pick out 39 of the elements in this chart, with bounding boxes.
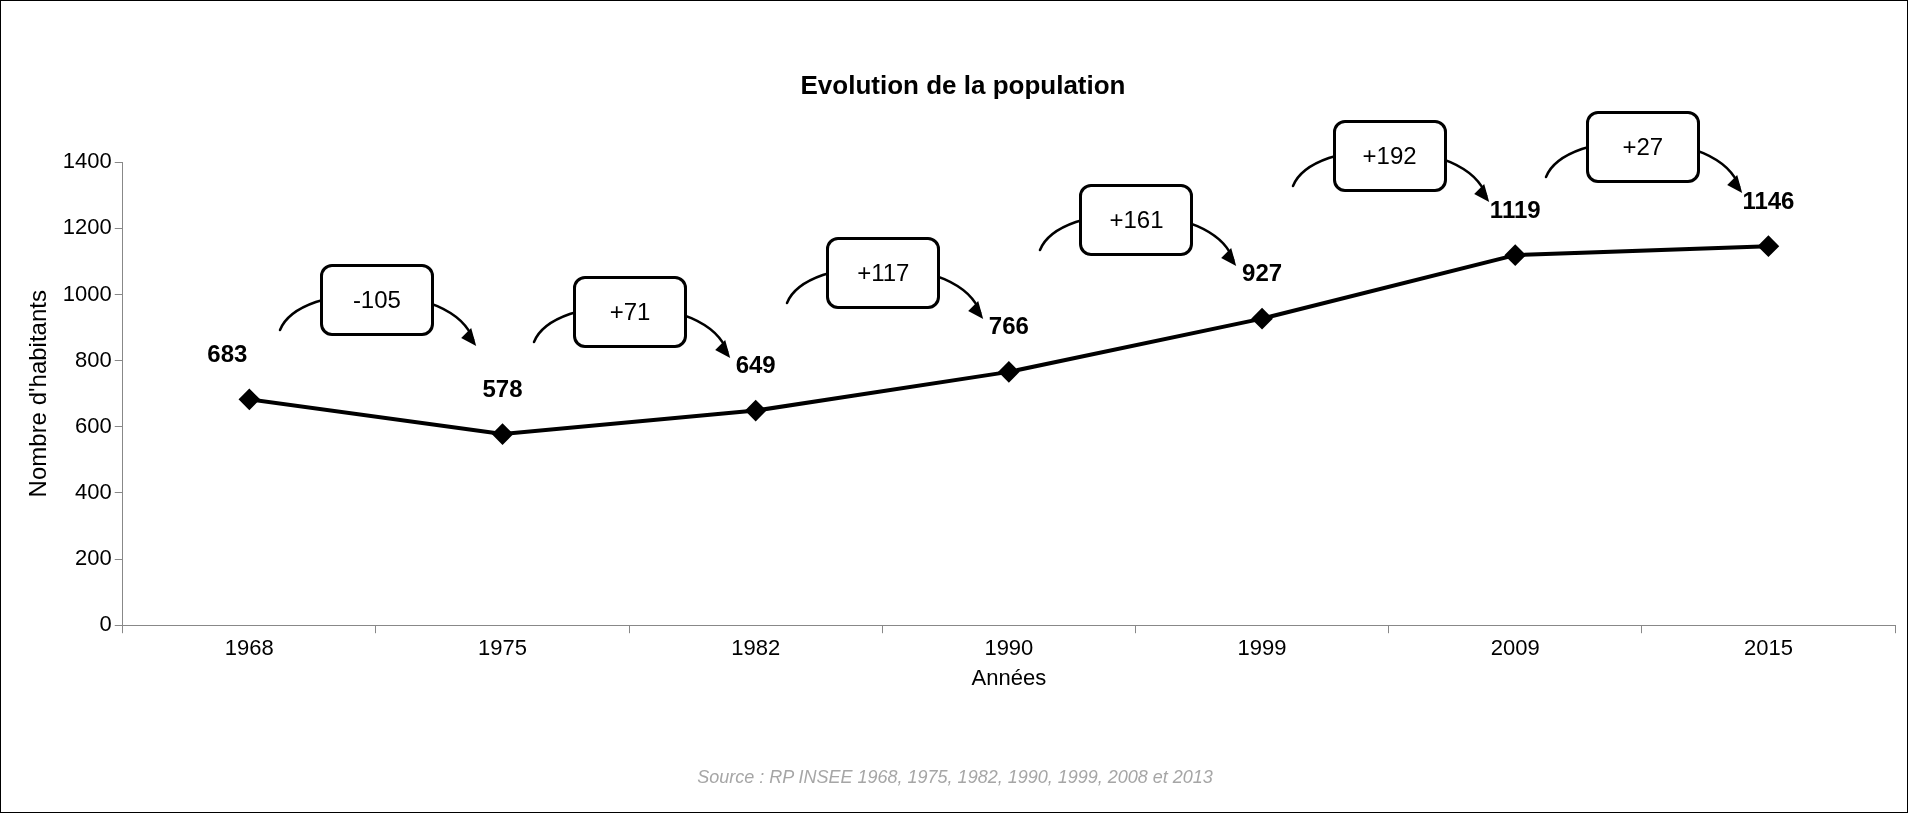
x-tick-label: 2015 bbox=[1743, 635, 1793, 661]
point bbox=[1252, 308, 1273, 329]
x-tick-label: 1982 bbox=[731, 635, 781, 661]
annotation: -105 bbox=[319, 264, 434, 337]
y-axis-title: Nombre d'habitants bbox=[24, 290, 52, 498]
y-tick-label: 200 bbox=[75, 545, 112, 571]
data-label: 1119 bbox=[1489, 195, 1541, 223]
point bbox=[1505, 245, 1526, 266]
annotation: +161 bbox=[1079, 183, 1194, 256]
point bbox=[998, 361, 1019, 382]
data-label: 766 bbox=[988, 312, 1029, 340]
data-label: 1146 bbox=[1742, 186, 1795, 214]
point bbox=[492, 424, 513, 445]
y-tick-label: 1400 bbox=[62, 148, 112, 174]
y-tick-label: 0 bbox=[99, 611, 112, 637]
y-tick-label: 800 bbox=[75, 346, 112, 372]
x-tick-label: 1999 bbox=[1237, 635, 1287, 661]
y-tick-label: 1200 bbox=[62, 214, 112, 240]
point bbox=[1758, 236, 1779, 257]
x-tick-label: 1975 bbox=[478, 635, 527, 661]
x-axis-title: Années bbox=[971, 664, 1047, 690]
point bbox=[239, 389, 260, 410]
chart-title: Evolution de la population bbox=[800, 69, 1126, 100]
y-tick-label: 400 bbox=[75, 478, 112, 504]
x-tick-label: 1990 bbox=[984, 635, 1034, 661]
point bbox=[745, 400, 766, 421]
data-label: 683 bbox=[207, 339, 248, 367]
y-tick-label: 600 bbox=[75, 412, 112, 438]
source-note: Source : RP INSEE 1968, 1975, 1982, 1990, 1999, 2008 et 2013 bbox=[697, 767, 1213, 787]
annotation: +71 bbox=[573, 275, 688, 348]
text: +27 bbox=[1585, 111, 1700, 184]
data-label: 578 bbox=[482, 374, 523, 402]
data-label: 649 bbox=[735, 351, 776, 379]
y-tick-label: 1000 bbox=[62, 280, 112, 306]
x-tick-label: 2009 bbox=[1490, 635, 1540, 661]
x-tick-label: 1968 bbox=[224, 635, 274, 661]
data-label: 927 bbox=[1242, 259, 1283, 287]
annotation: +117 bbox=[826, 236, 941, 309]
annotation: +192 bbox=[1332, 120, 1447, 193]
